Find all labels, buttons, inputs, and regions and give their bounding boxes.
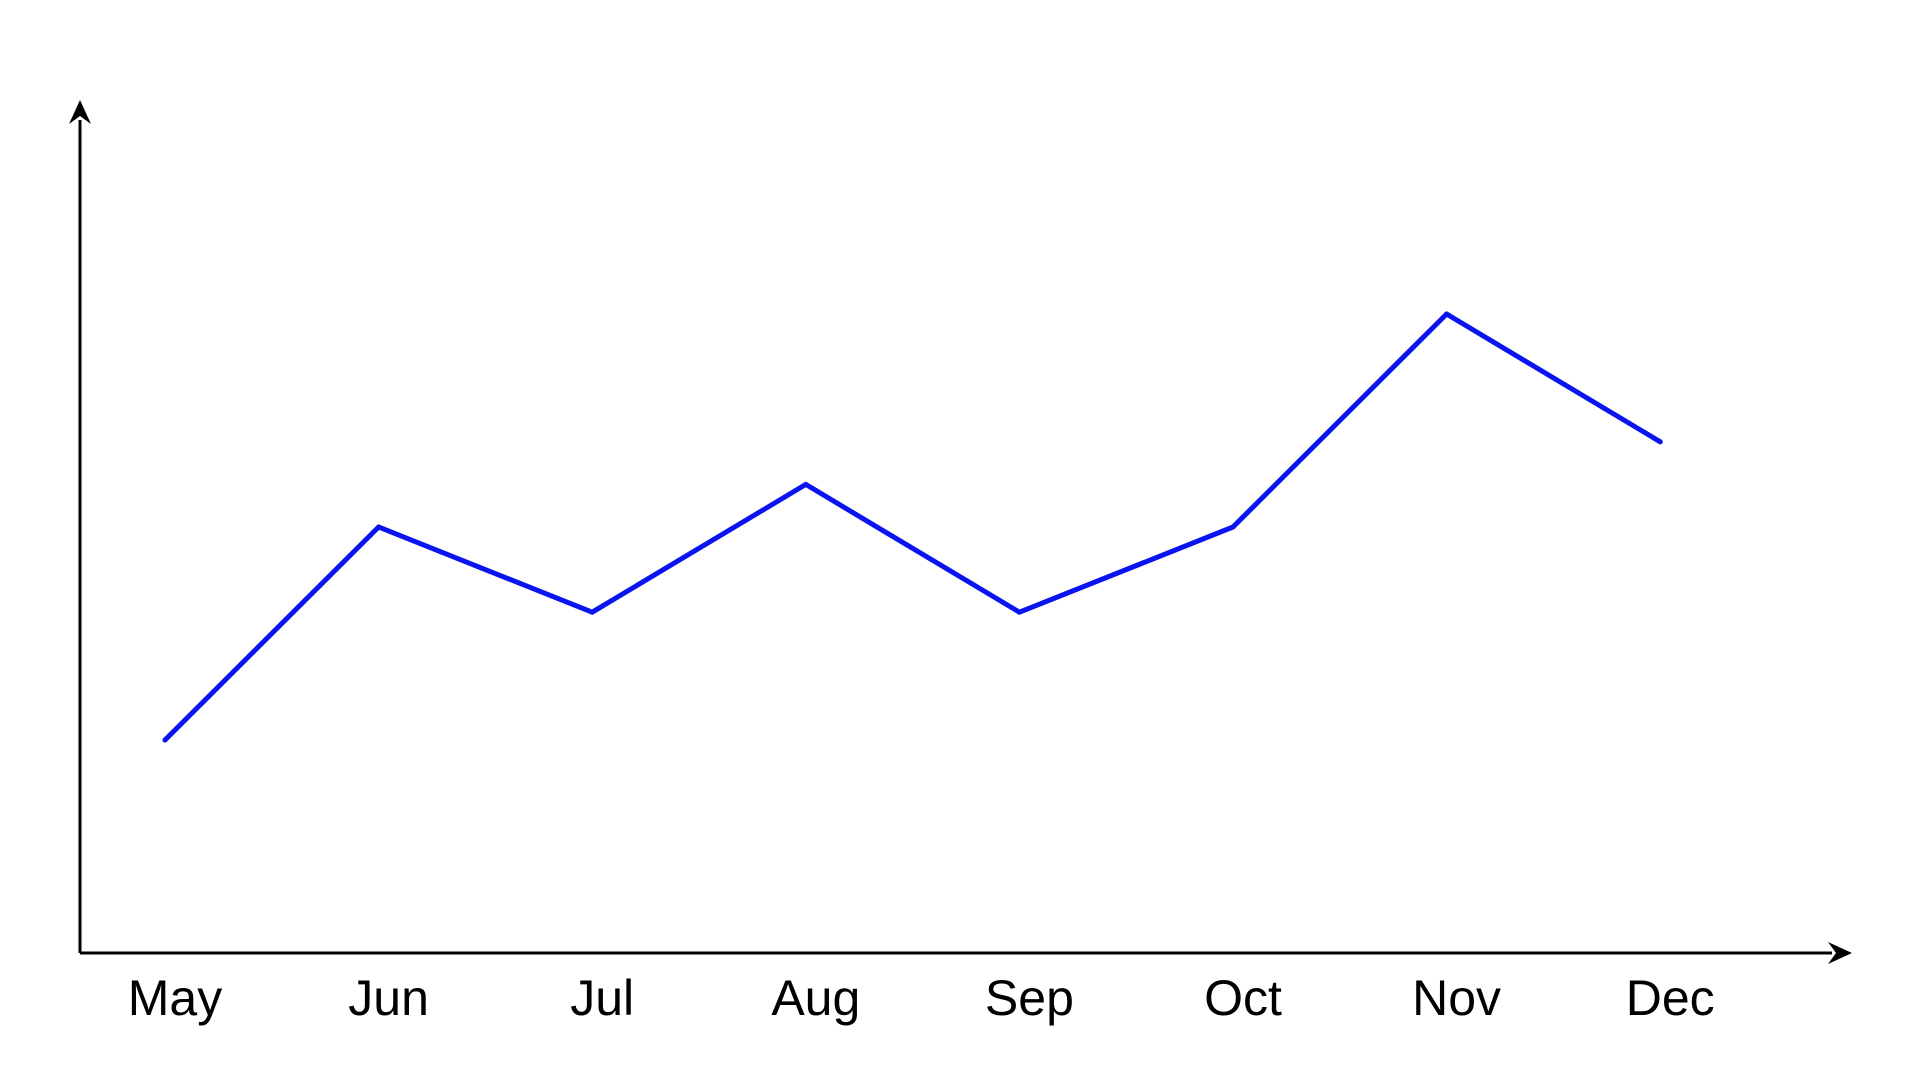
data-point-jul	[589, 609, 595, 615]
series-line	[162, 311, 1663, 743]
data-point-jun	[376, 524, 382, 530]
x-tick-label-nov: Nov	[1412, 970, 1501, 1026]
axes	[69, 100, 1852, 964]
x-tick-labels: May Jun Jul Aug Sep Oct Nov Dec	[128, 970, 1715, 1026]
y-axis-arrow-icon	[69, 100, 91, 124]
data-point-aug	[803, 481, 809, 487]
data-point-sep	[1016, 609, 1022, 615]
x-tick-label-oct: Oct	[1204, 970, 1282, 1026]
series-layer	[162, 311, 1663, 743]
x-tick-label-jun: Jun	[348, 970, 429, 1026]
x-tick-label-aug: Aug	[771, 970, 860, 1026]
data-point-oct	[1230, 524, 1236, 530]
data-point-dec	[1657, 439, 1663, 445]
data-point-nov	[1444, 311, 1450, 317]
x-tick-label-dec: Dec	[1626, 970, 1715, 1026]
x-axis-arrow-icon	[1828, 942, 1852, 964]
data-point-may	[162, 737, 168, 743]
x-tick-label-may: May	[128, 970, 222, 1026]
x-tick-label-sep: Sep	[985, 970, 1074, 1026]
x-tick-label-jul: Jul	[570, 970, 634, 1026]
